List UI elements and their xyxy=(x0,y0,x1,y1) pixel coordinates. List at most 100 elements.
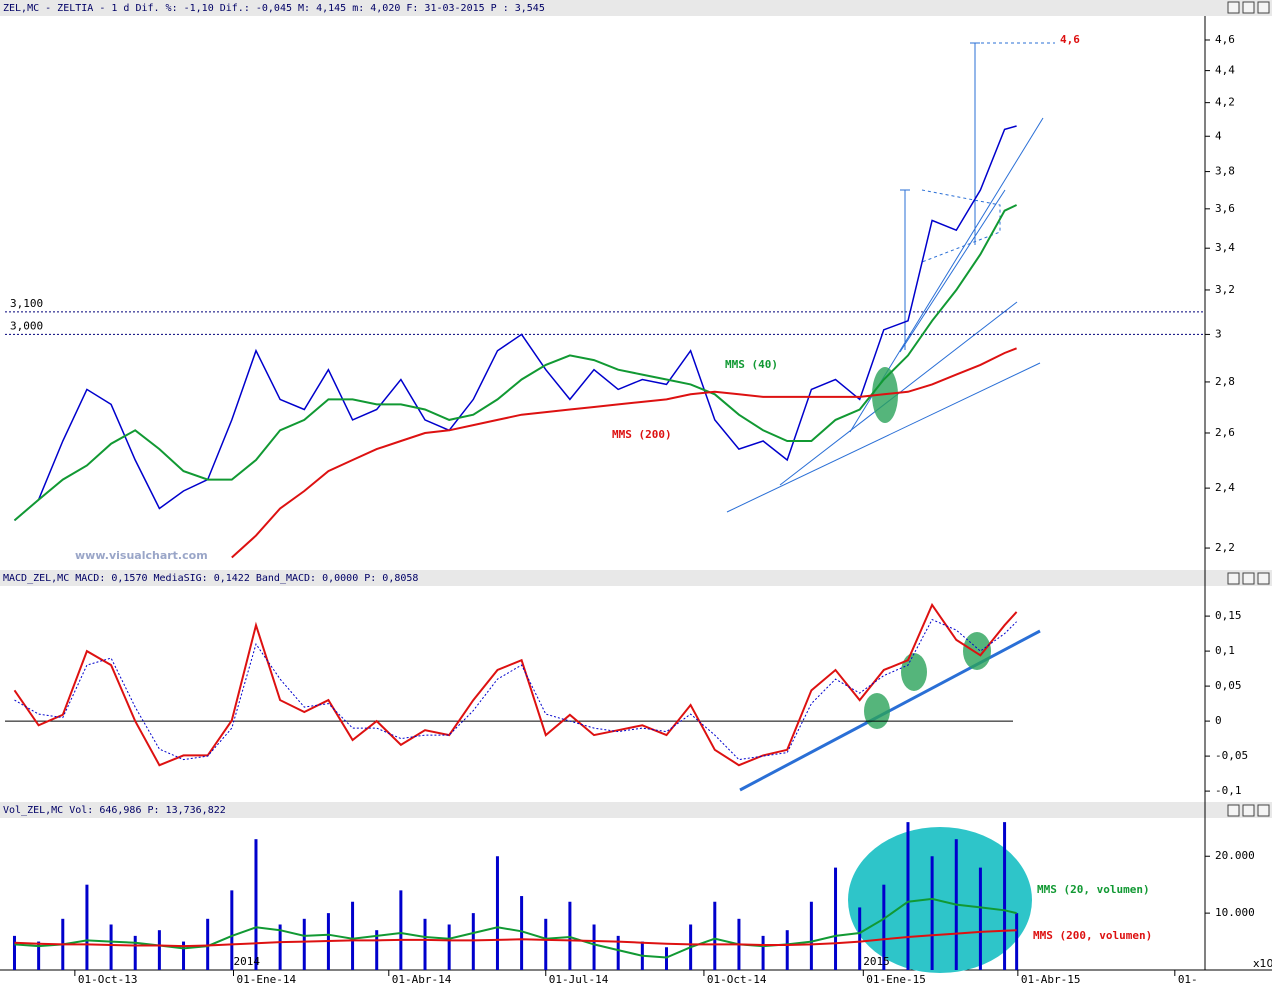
volume-bar xyxy=(761,935,765,970)
series-label: MMS (20, volumen) xyxy=(1037,883,1150,896)
volume-bar xyxy=(230,890,234,970)
y-tick-label: 10.000 xyxy=(1215,906,1255,919)
y-tick-label: 4,2 xyxy=(1215,96,1235,109)
header: Vol_ZEL,MC Vol: 646,986 P: 13,736,822 xyxy=(3,805,226,816)
y-tick-label: -0,1 xyxy=(1215,784,1242,797)
macd-trend-line xyxy=(739,629,1041,792)
series-line xyxy=(14,929,1017,948)
volume-bar xyxy=(157,930,161,970)
volume-bar xyxy=(495,856,499,970)
x-tick-label: 01-Ene-15 xyxy=(866,973,926,986)
volume-bar xyxy=(399,890,403,970)
volume-bar xyxy=(544,918,548,970)
volume-bar xyxy=(351,901,355,970)
volume-bar xyxy=(1003,822,1007,970)
volume-bar xyxy=(906,822,910,970)
x-tick-label: 01-Abr-14 xyxy=(392,973,452,986)
series-line xyxy=(14,618,1017,761)
volume-bar xyxy=(85,884,89,970)
volume-bar xyxy=(930,856,934,970)
volume-bar xyxy=(182,941,186,970)
x-tick-label: 01-Oct-14 xyxy=(707,973,767,986)
volume-bar xyxy=(858,907,862,970)
y-tick-label: 3,2 xyxy=(1215,283,1235,296)
y-tick-label: 2,4 xyxy=(1215,481,1235,494)
y-tick-label: 0,15 xyxy=(1215,609,1242,622)
volume-bar xyxy=(206,918,210,970)
series-line xyxy=(14,125,1017,521)
y-tick-label: 4 xyxy=(1215,129,1222,142)
y-tick-label: 3,6 xyxy=(1215,202,1235,215)
volume-bar xyxy=(664,947,668,970)
close-button[interactable] xyxy=(1257,804,1270,817)
volume-bar xyxy=(447,924,451,970)
maximize-button[interactable] xyxy=(1242,804,1255,817)
y-tick-label: 0,05 xyxy=(1215,679,1242,692)
y-tick-label: 3,4 xyxy=(1215,241,1235,254)
series-line xyxy=(13,602,1018,767)
series-label: MMS (200, volumen) xyxy=(1033,929,1152,942)
volume-bar xyxy=(471,913,475,970)
header-bar xyxy=(0,0,1272,16)
volume-bar xyxy=(809,901,813,970)
y-tick-label: 2,8 xyxy=(1215,375,1235,388)
volume-bar xyxy=(302,918,306,970)
close-button[interactable] xyxy=(1257,572,1270,585)
volume-bar xyxy=(834,867,838,970)
volume-bar xyxy=(978,867,982,970)
volume-bar xyxy=(254,839,258,970)
minimize-button[interactable] xyxy=(1227,572,1240,585)
minimize-button[interactable] xyxy=(1227,1,1240,14)
y-tick-label: 20.000 xyxy=(1215,849,1255,862)
watermark: www.visualchart.com xyxy=(75,549,208,562)
y-tick-label: 0 xyxy=(1215,714,1222,727)
level-label: 3,100 xyxy=(10,297,43,310)
y-tick-label: 4,6 xyxy=(1215,33,1235,46)
trend-line xyxy=(726,362,1041,513)
year-label: 2014 xyxy=(234,955,261,968)
volume-bar xyxy=(278,924,282,970)
year-label: 2015 xyxy=(863,955,890,968)
volume-bar xyxy=(12,935,16,970)
y-tick-label: 0,1 xyxy=(1215,644,1235,657)
marks: 2,2 2,4 2,6 2,8 3 3,2 3,4 3,6 3,8 4 4,2 4,4 4,6 3,100… xyxy=(5,33,1255,986)
volume-bar xyxy=(785,930,789,970)
highlight xyxy=(864,693,890,729)
maximize-button[interactable] xyxy=(1242,572,1255,585)
maximize-button[interactable] xyxy=(1242,1,1255,14)
y-tick-label: 2,2 xyxy=(1215,541,1235,554)
series-line xyxy=(13,204,1018,522)
volume-bar xyxy=(592,924,596,970)
volume-bar xyxy=(882,884,886,970)
y-tick-label: 3,8 xyxy=(1215,165,1235,178)
level-label: 3,000 xyxy=(10,319,43,332)
x-tick-label: 01-Jul-14 xyxy=(549,973,609,986)
highlights xyxy=(864,367,991,729)
y-tick-label: 4,4 xyxy=(1215,64,1235,77)
close-button[interactable] xyxy=(1257,1,1270,14)
series-line xyxy=(231,347,1017,559)
unit-label: x100 xyxy=(1253,957,1272,970)
window-buttons[interactable] xyxy=(1227,1,1270,817)
y-tick-label: 3 xyxy=(1215,327,1222,340)
series-label: MMS (200) xyxy=(612,428,672,441)
volume-bar xyxy=(375,930,379,970)
volume-bar xyxy=(109,924,113,970)
x-tick-label: 01-Ene-14 xyxy=(237,973,297,986)
highlight xyxy=(963,632,991,670)
series-label: MMS (40) xyxy=(725,358,778,371)
header: MACD_ZEL,MC MACD: 0,1570 MediaSIG: 0,142… xyxy=(3,573,418,584)
volume-bar xyxy=(520,896,524,970)
volume-bar xyxy=(1015,913,1019,970)
header-bar xyxy=(0,802,1272,818)
y-tick-label: 2,6 xyxy=(1215,426,1235,439)
minimize-button[interactable] xyxy=(1227,804,1240,817)
y-tick-label: -0,05 xyxy=(1215,749,1248,762)
x-tick-label: 01-Abr-15 xyxy=(1021,973,1081,986)
series-line xyxy=(14,897,1017,959)
trend-line xyxy=(899,189,1006,353)
volume-bar xyxy=(713,901,717,970)
header: ZEL,MC - ZELTIA - 1 d Dif. %: -1,10 Dif.… xyxy=(3,3,545,14)
